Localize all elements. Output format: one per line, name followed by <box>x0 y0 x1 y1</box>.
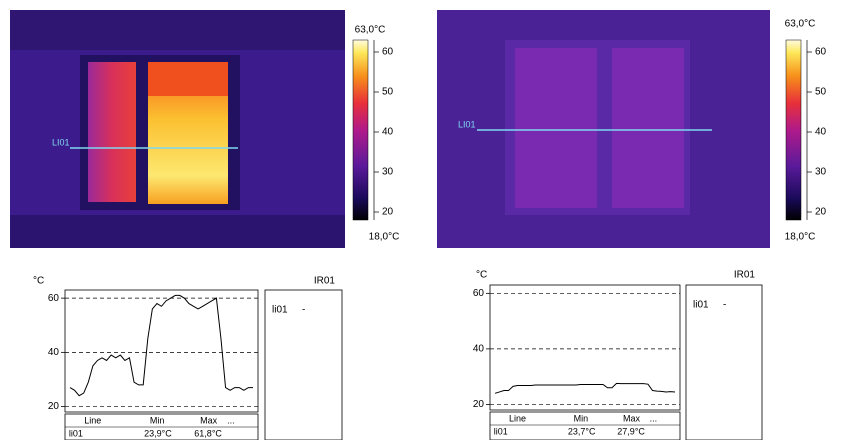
table-header: Max <box>623 413 641 423</box>
table-header: ... <box>650 413 658 423</box>
table-header: Line <box>509 413 526 423</box>
colorbar-tick-label: 30 <box>815 167 827 178</box>
colorbar-tick-label: 20 <box>815 207 827 218</box>
colorbar-tick-label: 50 <box>382 87 394 98</box>
table-header: Line <box>84 415 101 425</box>
legend-entry: li01 <box>693 300 709 311</box>
colorbar-tick-label: 20 <box>382 207 394 218</box>
colorbar-min: 18,0°C <box>369 232 400 243</box>
legend-title: IR01 <box>734 270 756 281</box>
colorbar <box>786 40 801 220</box>
legend-value: - <box>723 300 726 311</box>
table-cell: 23,7°C <box>568 426 596 436</box>
colorbar-tick-label: 30 <box>382 167 394 178</box>
profile-label: LI01 <box>458 119 476 129</box>
table-cell: li01 <box>494 426 508 436</box>
profile-label: LI01 <box>52 137 70 147</box>
table-header: Min <box>574 413 589 423</box>
y-tick-label: 60 <box>473 288 485 299</box>
colorbar-tick-label: 40 <box>815 127 827 138</box>
y-tick-label: 20 <box>473 399 485 410</box>
y-tick-label: 20 <box>48 401 60 412</box>
colorbar-tick-label: 50 <box>815 87 827 98</box>
legend-entry: li01 <box>272 305 288 316</box>
y-tick-label: 40 <box>48 347 60 358</box>
table-cell: 27,9°C <box>617 426 645 436</box>
table-header: Min <box>150 415 165 425</box>
table-cell: li01 <box>69 428 83 438</box>
colorbar-tick-label: 60 <box>815 47 827 58</box>
colorbar <box>353 40 368 220</box>
colorbar-tick-label: 40 <box>382 127 394 138</box>
table-cell: 61,8°C <box>194 428 222 438</box>
report: LI01 63,0°C 18,0°C 20 30 40 50 60 LI01 63,0°C 18,0… <box>0 0 843 440</box>
thermal-image <box>10 10 345 248</box>
plot-frame <box>490 285 680 410</box>
table-cell: 23,9°C <box>144 428 172 438</box>
data-line <box>495 383 675 393</box>
plot-frame <box>65 290 258 412</box>
data-line <box>70 295 253 395</box>
legend-title: IR01 <box>314 276 336 287</box>
y-tick-label: 60 <box>48 293 60 304</box>
y-unit: °C <box>476 270 487 281</box>
table-header: Max <box>200 415 218 425</box>
y-tick-label: 40 <box>473 344 485 355</box>
colorbar-min: 18,0°C <box>785 232 816 243</box>
legend-value: - <box>302 305 305 316</box>
colorbar-tick-label: 60 <box>382 47 394 58</box>
y-unit: °C <box>33 276 44 287</box>
colorbar-max: 63,0°C <box>785 19 816 30</box>
colorbar-max: 63,0°C <box>355 25 386 36</box>
table-header: ... <box>227 415 235 425</box>
thermal-image <box>437 10 770 248</box>
